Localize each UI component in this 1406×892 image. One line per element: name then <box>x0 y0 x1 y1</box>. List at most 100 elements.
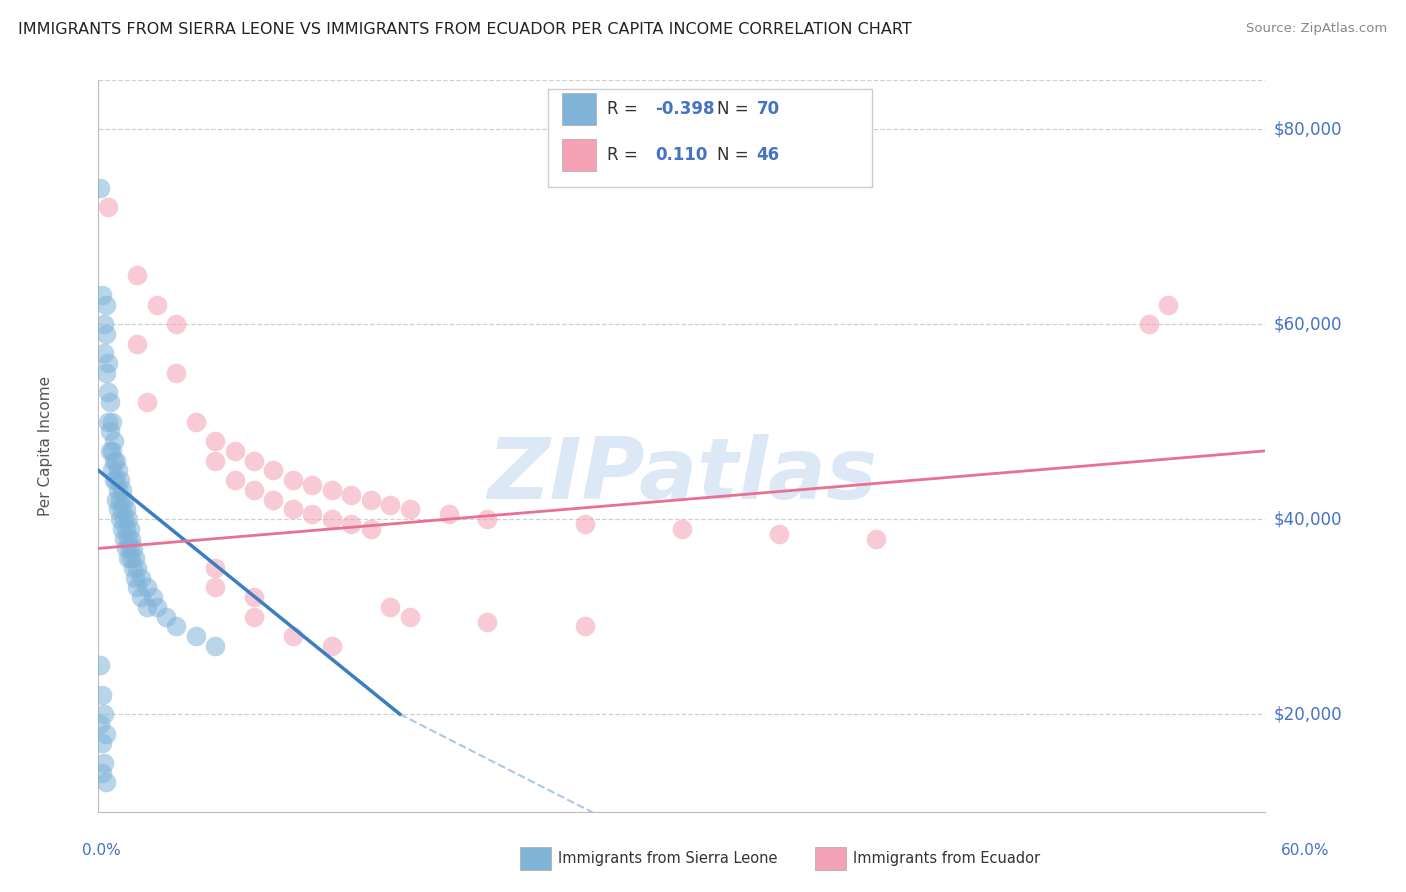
Point <box>96 727 118 741</box>
Point <box>281 473 304 487</box>
Point <box>204 639 226 653</box>
Point <box>117 551 139 566</box>
Point <box>477 615 499 629</box>
Point <box>380 498 402 512</box>
Text: -0.398: -0.398 <box>655 100 714 118</box>
Point <box>281 629 304 643</box>
Point <box>104 453 127 467</box>
Point <box>243 483 266 497</box>
Point <box>146 297 169 311</box>
Point <box>121 551 143 566</box>
Point <box>108 473 131 487</box>
Text: $20,000: $20,000 <box>1274 706 1343 723</box>
Point <box>165 317 187 331</box>
Point <box>93 346 115 360</box>
Point <box>91 765 114 780</box>
Point <box>108 512 131 526</box>
Point <box>93 317 115 331</box>
Point <box>89 717 111 731</box>
Point <box>118 541 141 556</box>
Text: R =: R = <box>607 146 638 164</box>
Point <box>93 707 115 722</box>
Point <box>98 443 121 458</box>
Point <box>301 478 323 492</box>
Point <box>224 473 246 487</box>
Text: R =: R = <box>607 100 638 118</box>
Point <box>98 395 121 409</box>
Point <box>104 473 127 487</box>
Point <box>122 541 145 556</box>
Point <box>262 463 284 477</box>
Point <box>574 619 596 633</box>
Point <box>321 639 343 653</box>
Point <box>97 356 120 370</box>
Point <box>204 581 226 595</box>
Point <box>97 385 120 400</box>
Point <box>121 532 143 546</box>
Point <box>111 502 134 516</box>
Point <box>111 522 134 536</box>
Point <box>103 473 125 487</box>
Point <box>129 590 152 604</box>
Point <box>1137 317 1160 331</box>
Point <box>112 492 135 507</box>
Point <box>107 502 129 516</box>
Point <box>101 463 124 477</box>
Point <box>127 561 149 575</box>
Text: $40,000: $40,000 <box>1274 510 1343 528</box>
Point <box>321 483 343 497</box>
Point <box>184 415 207 429</box>
Point <box>360 492 382 507</box>
Point <box>101 415 124 429</box>
Point <box>122 561 145 575</box>
Text: 60.0%: 60.0% <box>1281 844 1329 858</box>
Point <box>136 395 159 409</box>
Point <box>437 508 460 522</box>
Point <box>301 508 323 522</box>
Point <box>104 492 127 507</box>
Text: $60,000: $60,000 <box>1274 315 1343 333</box>
Point <box>112 512 135 526</box>
Point <box>114 541 136 556</box>
Point <box>165 366 187 380</box>
Point <box>117 532 139 546</box>
Point <box>124 551 146 566</box>
Point <box>117 512 139 526</box>
Text: Per Capita Income: Per Capita Income <box>38 376 53 516</box>
Point <box>114 502 136 516</box>
Text: 70: 70 <box>756 100 779 118</box>
Point <box>380 599 402 614</box>
Text: 46: 46 <box>756 146 779 164</box>
Point <box>204 453 226 467</box>
Point <box>204 434 226 449</box>
Point <box>184 629 207 643</box>
Text: N =: N = <box>717 146 748 164</box>
Point <box>101 443 124 458</box>
Point <box>127 268 149 283</box>
Point <box>108 492 131 507</box>
Point <box>124 571 146 585</box>
Point <box>1157 297 1180 311</box>
Text: N =: N = <box>717 100 748 118</box>
Text: Immigrants from Ecuador: Immigrants from Ecuador <box>853 851 1040 865</box>
Point <box>89 658 111 673</box>
Text: 0.110: 0.110 <box>655 146 707 164</box>
Point <box>398 502 420 516</box>
Point <box>129 571 152 585</box>
Point <box>204 561 226 575</box>
Point <box>111 483 134 497</box>
Point <box>224 443 246 458</box>
Point <box>340 516 363 531</box>
Text: Source: ZipAtlas.com: Source: ZipAtlas.com <box>1247 22 1388 36</box>
Text: $80,000: $80,000 <box>1274 120 1343 138</box>
Text: ZIPatlas: ZIPatlas <box>486 434 877 516</box>
Point <box>91 688 114 702</box>
Point <box>321 512 343 526</box>
Text: Immigrants from Sierra Leone: Immigrants from Sierra Leone <box>558 851 778 865</box>
Point <box>112 532 135 546</box>
Point <box>360 522 382 536</box>
Point <box>114 522 136 536</box>
Text: IMMIGRANTS FROM SIERRA LEONE VS IMMIGRANTS FROM ECUADOR PER CAPITA INCOME CORREL: IMMIGRANTS FROM SIERRA LEONE VS IMMIGRAN… <box>18 22 912 37</box>
Point <box>97 415 120 429</box>
Point <box>97 200 120 214</box>
